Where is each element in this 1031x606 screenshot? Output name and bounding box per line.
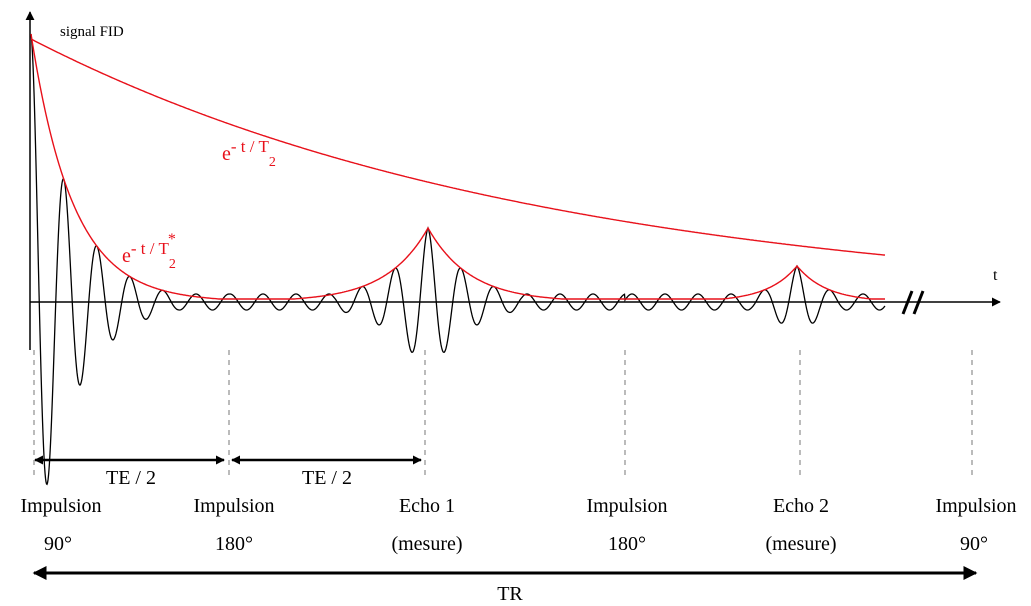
x-axis-label: t (993, 267, 998, 284)
exp-exponent: - t / T (231, 137, 270, 156)
event-sublabel-90: 90° (44, 533, 72, 555)
te-half-label-1: TE / 2 (106, 467, 156, 489)
exp-superscript: * (168, 231, 176, 248)
exp-exponent: - t / T (131, 239, 170, 258)
event-label-impulsion-180-b: Impulsion (586, 495, 667, 517)
tr-label: TR (497, 583, 523, 605)
t2-envelope-label: e- t / T2 (222, 137, 276, 170)
exp-base: e (222, 143, 231, 165)
exp-base: e (122, 245, 131, 267)
y-axis-label: signal FID (60, 24, 124, 40)
event-sublabel-180: 180° (215, 533, 253, 555)
exp-subscript: 2 (169, 257, 176, 272)
t2-envelope-curve (30, 38, 886, 256)
event-sublabel-mesure-1: (mesure) (391, 533, 462, 555)
event-label-impulsion-90-b: Impulsion (935, 495, 1016, 517)
event-sublabel-180-b: 180° (608, 533, 646, 555)
event-label-impulsion-180: Impulsion (193, 495, 274, 517)
event-labels: Impulsion 90° Impulsion 180° Echo 1 (mes… (20, 495, 1016, 555)
event-label-impulsion-90: Impulsion (20, 495, 101, 517)
event-label-echo-1: Echo 1 (399, 495, 455, 517)
event-guides (33, 350, 973, 475)
axis-break-icon (901, 290, 925, 315)
fid-signal-curve (30, 33, 886, 486)
exp-subscript: 2 (269, 155, 276, 170)
t2-star-envelope-label: e- t / T2 * (122, 231, 176, 272)
event-sublabel-mesure-2: (mesure) (765, 533, 836, 555)
te-half-label-2: TE / 2 (302, 467, 352, 489)
t2-star-envelope-curve (30, 33, 885, 300)
event-label-echo-2: Echo 2 (773, 495, 829, 517)
event-sublabel-90-b: 90° (960, 533, 988, 555)
